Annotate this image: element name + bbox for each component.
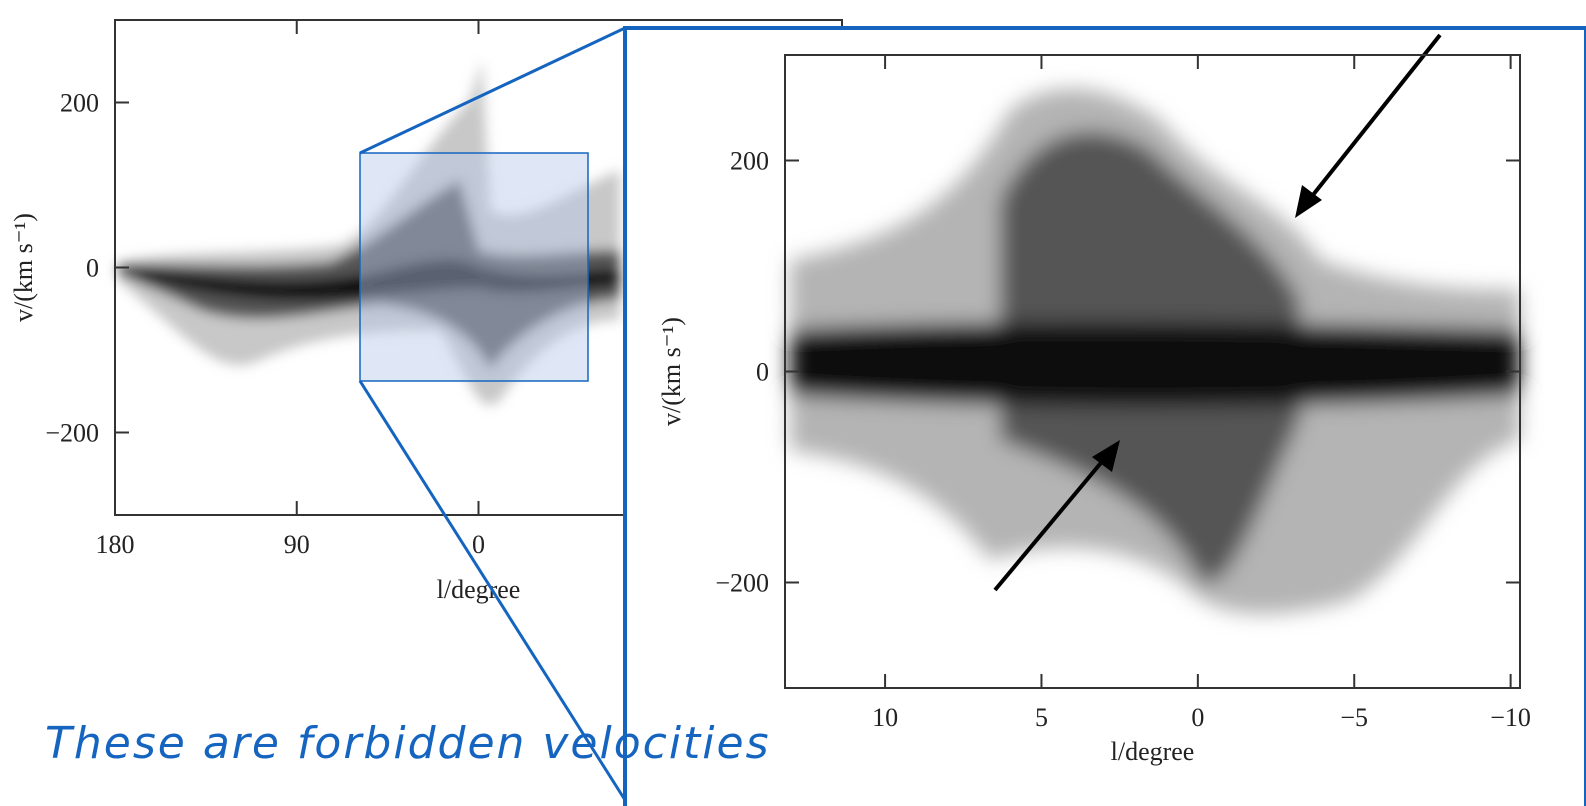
annotation: These are forbidden velocities: [45, 718, 771, 769]
y-tick-label: 200: [60, 89, 99, 118]
density-right: [790, 88, 1520, 614]
x-tick-label: −5: [1340, 703, 1368, 732]
x-tick-label: 10: [872, 703, 898, 732]
x-axis-label: l/degree: [1111, 737, 1195, 766]
zoom-box: [359, 152, 589, 382]
x-tick-label: 0: [1191, 703, 1204, 732]
x-tick-label: 180: [96, 530, 135, 559]
y-tick-label: −200: [715, 569, 769, 598]
zoom-line: [358, 380, 627, 801]
x-tick-label: 0: [472, 530, 485, 559]
zoom-line: [359, 26, 626, 155]
y-tick-label: 0: [86, 254, 99, 283]
x-tick-label: 90: [284, 530, 310, 559]
x-axis-label: l/degree: [437, 575, 521, 604]
density-left: [118, 60, 620, 406]
y-tick-label: −200: [45, 419, 99, 448]
x-tick-label: −10: [1490, 703, 1531, 732]
arrow: [993, 450, 1112, 592]
y-tick-label: 0: [756, 358, 769, 387]
arrow-head: [1295, 185, 1322, 218]
y-axis-label: v/(km s⁻¹): [9, 213, 38, 322]
x-tick-label: 5: [1035, 703, 1048, 732]
arrow: [1303, 33, 1442, 207]
y-axis-label: v/(km s⁻¹): [657, 317, 686, 426]
chart-right: 10 5 0 −5 −10 200 0 −200 l/degree v/(km s⁻¹): [657, 33, 1531, 766]
chart-left: 180 90 0 200 0 −200 l/degree v/(km s⁻¹): [9, 19, 843, 604]
arrow-head: [1092, 440, 1120, 472]
y-tick-label: 200: [730, 147, 769, 176]
